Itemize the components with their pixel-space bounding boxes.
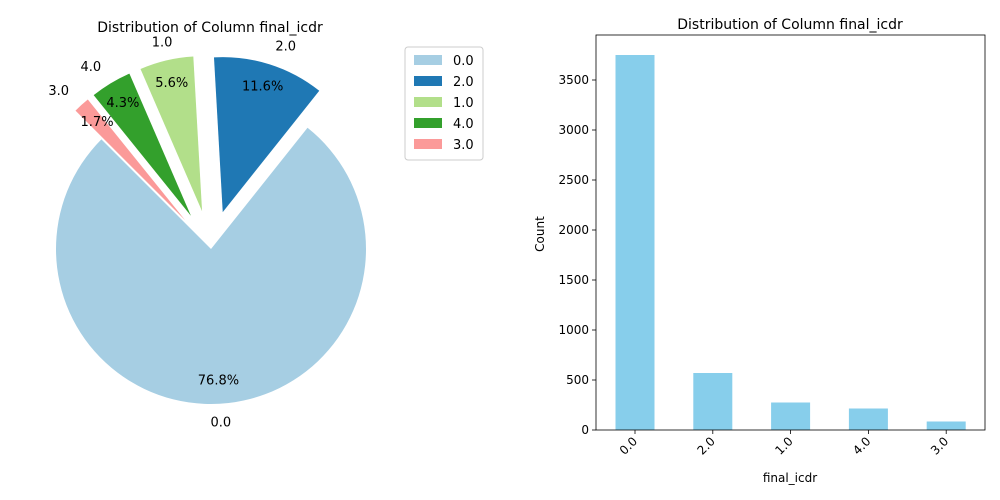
y-axis-ticks: 0 500 1000 1500 2000 2500 3000 3500 xyxy=(558,73,596,437)
pie-slice-2-0 xyxy=(213,57,320,213)
x-tick-label: 4.0 xyxy=(850,434,873,457)
x-tick-label: 2.0 xyxy=(695,434,718,457)
pie-chart-title: Distribution of Column final_icdr xyxy=(97,20,323,36)
y-tick-label: 500 xyxy=(566,373,589,387)
y-tick-label: 1500 xyxy=(558,273,589,287)
bar-0-0 xyxy=(615,55,655,430)
pie-percent-label: 76.8% xyxy=(198,374,239,389)
legend-label: 1.0 xyxy=(453,96,474,111)
pie-category-label: 3.0 xyxy=(48,84,69,99)
pie-percent-label: 4.3% xyxy=(106,96,139,111)
pie-slice-0-0 xyxy=(55,127,366,404)
y-tick-label: 2500 xyxy=(558,173,589,187)
bar-series xyxy=(615,55,966,430)
x-tick-label: 0.0 xyxy=(617,434,640,457)
pie-percent-label: 1.7% xyxy=(81,115,114,130)
pie-labels: 76.8% 0.0 11.6% 2.0 5.6% 1.0 4.3% 4.0 1.7% 3.0 xyxy=(48,35,296,430)
pie-slice-3-0 xyxy=(75,99,186,221)
x-axis-ticks: 0.0 2.0 1.0 4.0 3.0 xyxy=(617,430,951,458)
pie-legend: 0.0 2.0 1.0 4.0 3.0 xyxy=(404,46,484,161)
pie-category-label: 4.0 xyxy=(80,60,101,75)
pie-percent-label: 11.6% xyxy=(242,80,283,95)
legend-label: 3.0 xyxy=(453,138,474,153)
y-tick-label: 1000 xyxy=(558,323,589,337)
y-tick-label: 2000 xyxy=(558,223,589,237)
legend-swatch xyxy=(414,76,442,86)
legend-swatch xyxy=(414,118,442,128)
legend-label: 2.0 xyxy=(453,75,474,90)
pie-slices xyxy=(55,56,366,404)
legend-swatch xyxy=(414,97,442,107)
pie-slice-4-0 xyxy=(93,73,191,216)
pie-percent-label: 5.6% xyxy=(155,76,188,91)
pie-category-label: 1.0 xyxy=(152,35,173,50)
legend-swatch xyxy=(414,55,442,65)
bar-2-0 xyxy=(693,373,733,430)
legend-label: 0.0 xyxy=(453,54,474,69)
x-axis-label: final_icdr xyxy=(763,471,817,485)
bar-4-0 xyxy=(848,408,888,430)
y-tick-label: 3500 xyxy=(558,73,589,87)
pie-chart-panel: Distribution of Column final_icdr 76.8% 0… xyxy=(48,20,484,430)
pie-category-label: 2.0 xyxy=(275,40,296,55)
bar-chart-panel: Distribution of Column final_icdr 0 500 10… xyxy=(533,17,986,485)
pie-category-label: 0.0 xyxy=(210,415,231,430)
y-axis-label: Count xyxy=(533,216,547,252)
y-tick-label: 3000 xyxy=(558,123,589,137)
x-tick-label: 3.0 xyxy=(928,434,951,457)
legend-swatch xyxy=(414,139,442,149)
pie-slice-1-0 xyxy=(140,56,203,212)
legend-box xyxy=(404,46,484,161)
y-tick-label: 0 xyxy=(581,423,589,437)
bar-3-0 xyxy=(926,421,966,430)
bar-1-0 xyxy=(771,402,811,430)
x-tick-label: 1.0 xyxy=(772,434,795,457)
bar-chart-title: Distribution of Column final_icdr xyxy=(677,17,903,33)
legend-label: 4.0 xyxy=(453,117,474,132)
